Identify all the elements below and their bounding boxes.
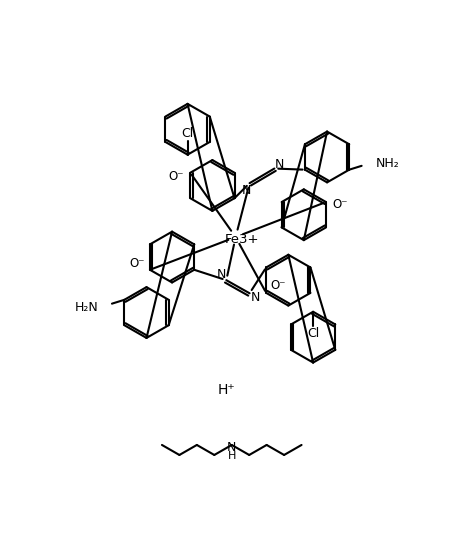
Text: Cl: Cl xyxy=(307,327,319,340)
Text: H₂N: H₂N xyxy=(74,301,98,314)
Text: O⁻: O⁻ xyxy=(130,257,146,270)
Text: NH₂: NH₂ xyxy=(375,157,399,170)
Text: O⁻: O⁻ xyxy=(168,170,184,183)
Text: N: N xyxy=(250,291,260,304)
Text: Fe3+: Fe3+ xyxy=(224,233,259,246)
Text: O⁻: O⁻ xyxy=(332,198,347,211)
Text: H: H xyxy=(228,451,236,461)
Text: N: N xyxy=(227,441,236,454)
Text: H⁺: H⁺ xyxy=(218,382,235,397)
Text: O⁻: O⁻ xyxy=(271,279,286,291)
Text: N: N xyxy=(217,268,226,280)
Text: N: N xyxy=(242,183,251,197)
Text: N: N xyxy=(275,158,285,171)
Text: Cl: Cl xyxy=(181,127,194,141)
